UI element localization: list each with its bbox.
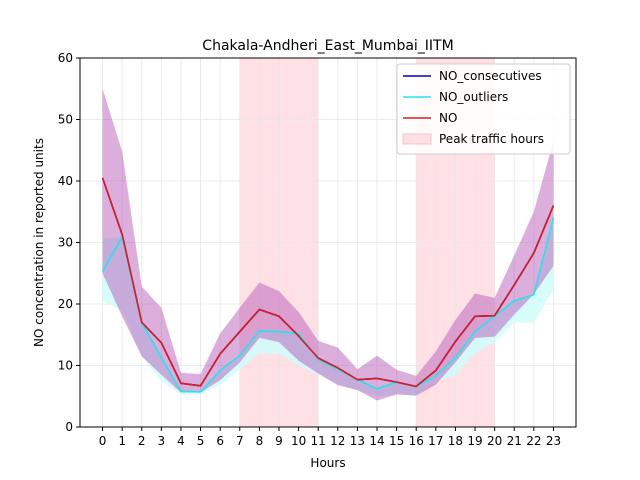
y-tick-label-50: 50 — [58, 113, 73, 127]
x-tick-label-11: 11 — [311, 434, 326, 448]
x-tick-label-21: 21 — [507, 434, 522, 448]
y-axis-label: NO concentration in reported units — [32, 138, 46, 347]
y-tick-label-30: 30 — [58, 236, 73, 250]
x-tick-label-19: 19 — [467, 434, 482, 448]
y-tick-label-0: 0 — [65, 420, 73, 434]
series-lines — [101, 177, 555, 393]
y-tick-label-40: 40 — [58, 174, 73, 188]
y-axis-ticks: 0 10 20 30 40 50 60 — [58, 51, 80, 434]
x-tick-label-22: 22 — [526, 434, 541, 448]
x-axis-label: Hours — [310, 456, 345, 470]
legend-swatch-3 — [402, 133, 432, 145]
x-tick-label-13: 13 — [350, 434, 365, 448]
y-tick-label-20: 20 — [58, 297, 73, 311]
x-tick-label-14: 14 — [369, 434, 384, 448]
y-tick-label-10: 10 — [58, 359, 73, 373]
series-line-NO — [101, 177, 555, 388]
y-tick-label-60: 60 — [58, 51, 73, 65]
x-axis-ticks: 0 1 2 3 4 5 6 7 8 9 10 11 12 13 14 15 16 17 18 19 20 21 22 23 — [99, 427, 561, 448]
legend-label-1: NO_outliers — [439, 90, 508, 104]
x-tick-label-0: 0 — [99, 434, 107, 448]
legend-box — [396, 63, 571, 155]
x-tick-label-10: 10 — [291, 434, 306, 448]
x-tick-label-9: 9 — [275, 434, 283, 448]
x-tick-label-8: 8 — [256, 434, 264, 448]
x-tick-label-5: 5 — [197, 434, 205, 448]
x-tick-label-23: 23 — [546, 434, 561, 448]
x-tick-label-4: 4 — [177, 434, 185, 448]
series-line-NO_outliers — [101, 217, 555, 393]
legend-label-0: NO_consecutives — [439, 69, 542, 83]
x-tick-label-20: 20 — [487, 434, 502, 448]
legend-label-2: NO — [439, 111, 457, 125]
legend-label-3: Peak traffic hours — [439, 132, 544, 146]
x-tick-label-15: 15 — [389, 434, 404, 448]
x-tick-label-16: 16 — [409, 434, 424, 448]
x-tick-label-17: 17 — [428, 434, 443, 448]
x-tick-label-6: 6 — [216, 434, 224, 448]
x-tick-label-1: 1 — [118, 434, 126, 448]
x-tick-label-18: 18 — [448, 434, 463, 448]
x-tick-label-12: 12 — [330, 434, 345, 448]
legend: NO_consecutives NO_outliers NO Peak traffic… — [396, 63, 571, 155]
x-tick-label-7: 7 — [236, 434, 244, 448]
chart-title: Chakala-Andheri_East_Mumbai_IITM — [202, 38, 453, 54]
x-tick-label-2: 2 — [138, 434, 146, 448]
x-tick-label-3: 3 — [158, 434, 166, 448]
